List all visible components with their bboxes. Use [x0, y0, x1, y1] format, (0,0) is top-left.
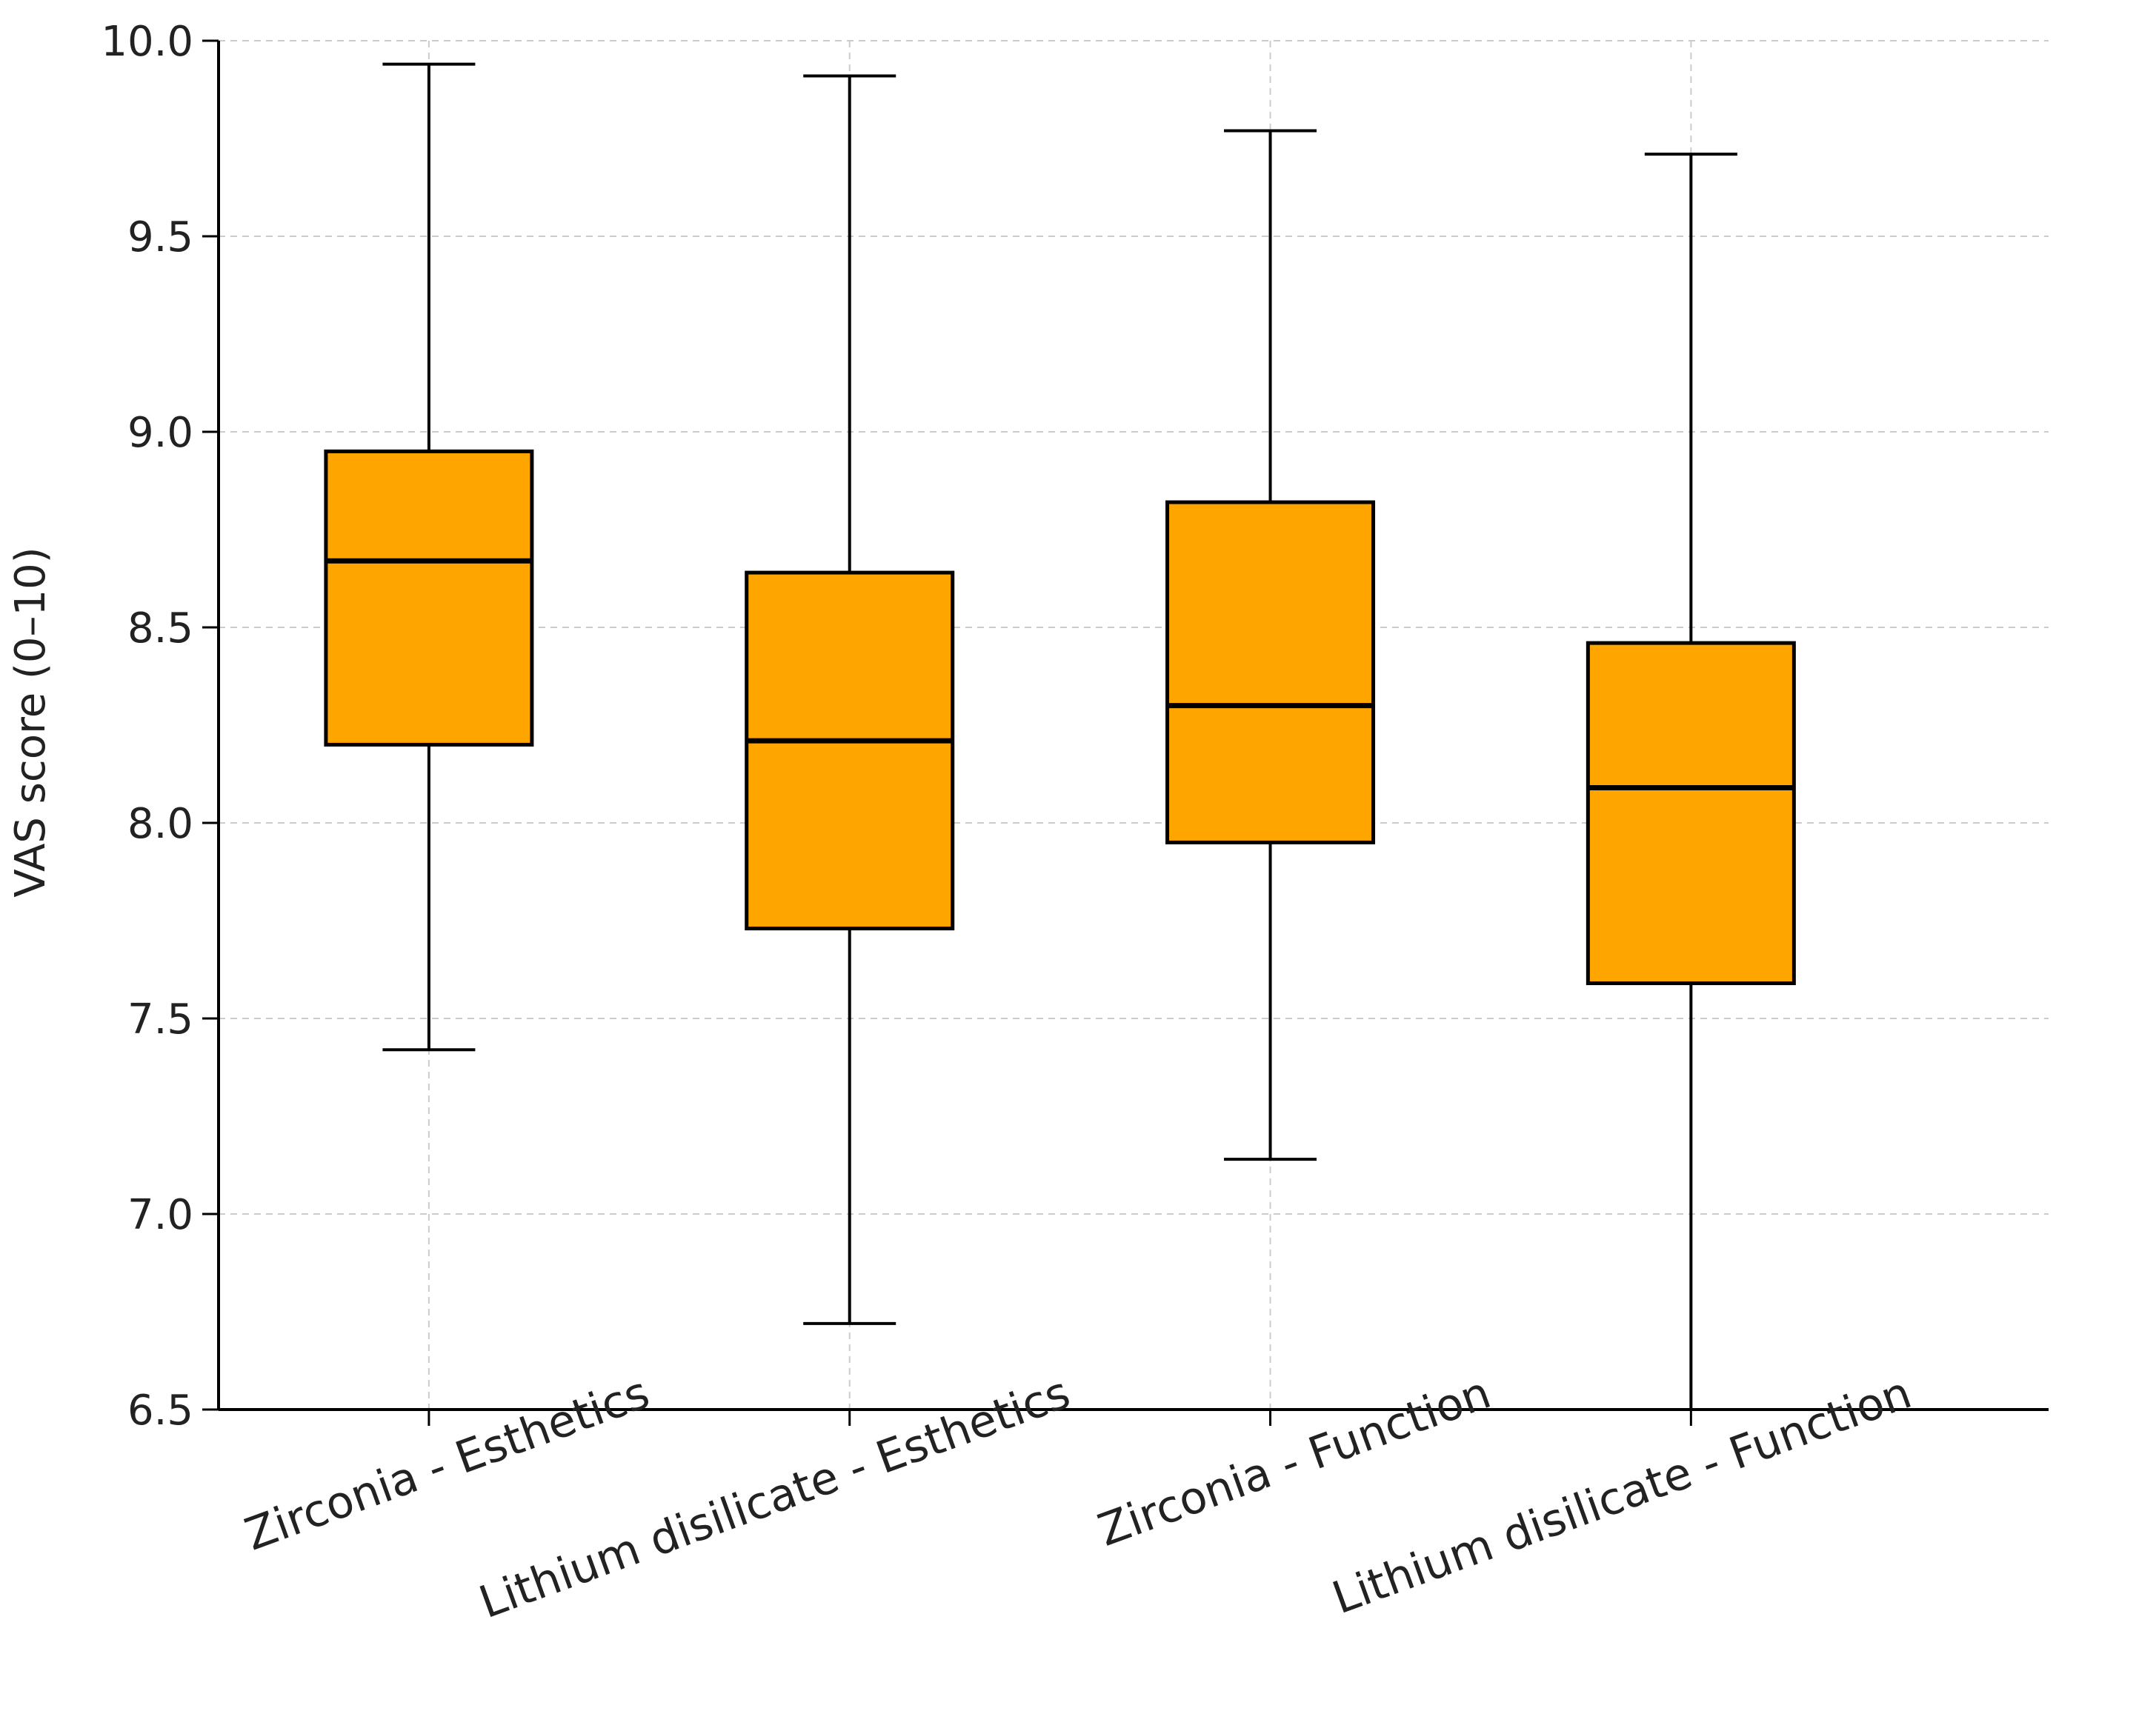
y-tick-label: 9.0: [127, 409, 193, 457]
box-group: [324, 62, 534, 1052]
iqr-box: [1586, 641, 1796, 985]
y-tick-label: 7.5: [127, 995, 193, 1044]
box-group: [1165, 129, 1376, 1161]
x-category-label: Zirconia - Esthetics: [239, 1367, 656, 1561]
y-tick-label: 8.0: [127, 800, 193, 848]
y-tick-label: 7.0: [127, 1191, 193, 1239]
y-tick-label: 8.5: [127, 604, 193, 653]
y-tick-label: 9.5: [127, 213, 193, 261]
iqr-box: [745, 570, 955, 931]
iqr-box: [1165, 500, 1376, 844]
axes: [202, 39, 2049, 1426]
box-group: [745, 74, 955, 1325]
boxes: [324, 62, 1796, 1411]
y-tick-label: 10.0: [101, 18, 193, 66]
box-group: [1586, 153, 1796, 1411]
y-tick-label: 6.5: [127, 1387, 193, 1435]
x-category-label: Zirconia - Function: [1091, 1367, 1497, 1556]
y-axis-label: VAS score (0–10): [7, 547, 55, 897]
iqr-box: [324, 449, 534, 747]
